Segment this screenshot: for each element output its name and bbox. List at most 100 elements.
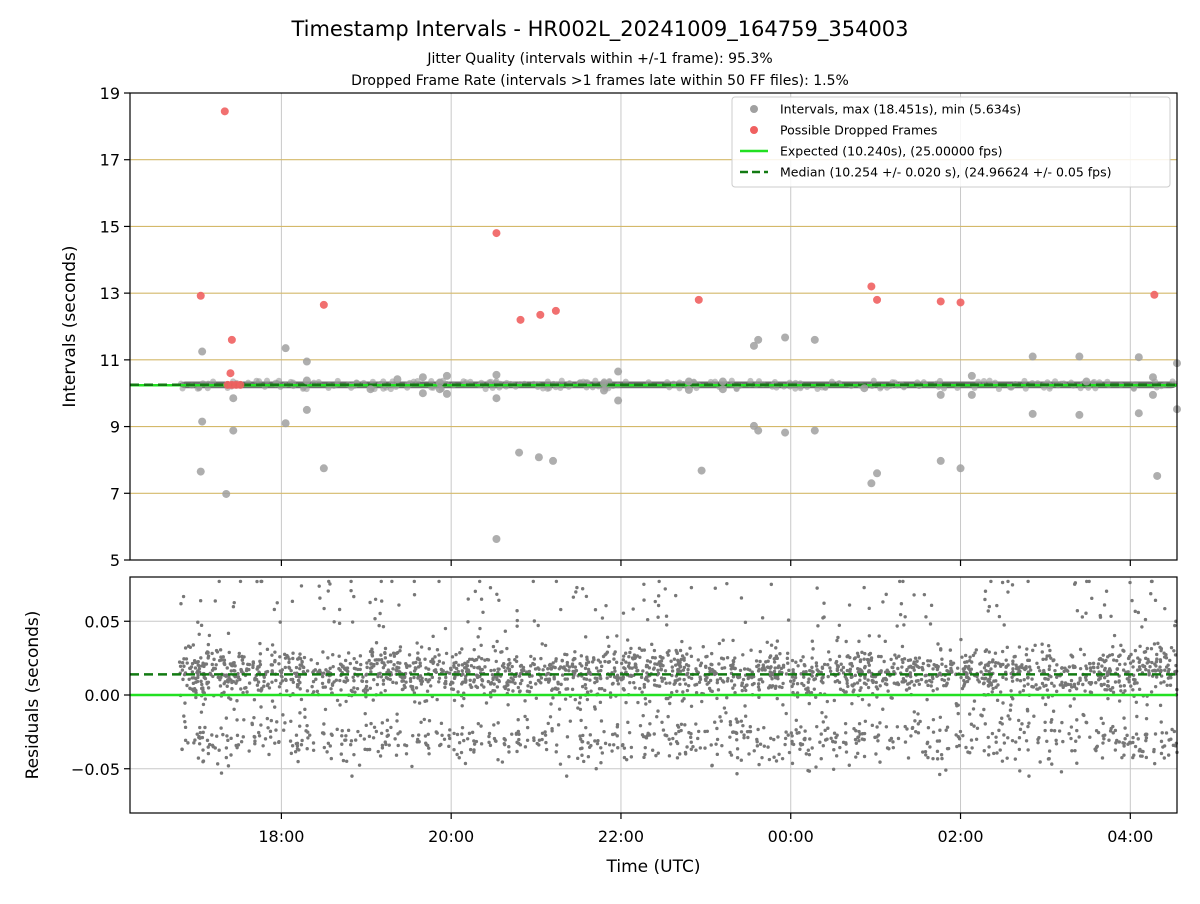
residual-point bbox=[408, 664, 411, 667]
residual-point bbox=[676, 659, 679, 662]
residual-point bbox=[776, 735, 779, 738]
residual-point bbox=[854, 674, 857, 677]
residual-point bbox=[461, 663, 464, 666]
residual-point bbox=[905, 688, 908, 691]
residual-point bbox=[389, 678, 392, 681]
residual-point bbox=[918, 656, 921, 659]
residual-point bbox=[199, 599, 202, 602]
residual-point bbox=[616, 723, 619, 726]
residual-point bbox=[207, 752, 210, 755]
residual-point bbox=[281, 713, 284, 716]
residual-point bbox=[413, 580, 416, 583]
residual-point bbox=[963, 661, 966, 664]
residual-point bbox=[799, 725, 802, 728]
residual-point bbox=[900, 680, 903, 683]
residual-point bbox=[1067, 732, 1070, 735]
residual-point bbox=[635, 669, 638, 672]
residual-point bbox=[469, 683, 472, 686]
residual-point bbox=[273, 741, 276, 744]
residual-point bbox=[1146, 647, 1149, 650]
residual-point bbox=[931, 667, 934, 670]
residual-point bbox=[1133, 679, 1136, 682]
interval-point bbox=[937, 457, 945, 465]
residual-point bbox=[728, 751, 731, 754]
residual-point bbox=[627, 662, 630, 665]
residual-point bbox=[885, 593, 888, 596]
residual-point bbox=[1162, 680, 1165, 683]
residual-point bbox=[602, 730, 605, 733]
residual-point bbox=[461, 681, 464, 684]
residual-point bbox=[350, 774, 353, 777]
residual-point bbox=[994, 735, 997, 738]
residual-point bbox=[581, 587, 584, 590]
residual-point bbox=[829, 670, 832, 673]
interval-point bbox=[754, 427, 762, 435]
residual-point bbox=[626, 721, 629, 724]
residual-point bbox=[1083, 689, 1086, 692]
residual-point bbox=[344, 734, 347, 737]
residual-point bbox=[1006, 590, 1009, 593]
residual-point bbox=[627, 655, 630, 658]
residual-point bbox=[573, 657, 576, 660]
residual-point bbox=[359, 663, 362, 666]
residual-point bbox=[545, 748, 548, 751]
residual-point bbox=[741, 689, 744, 692]
residual-point bbox=[259, 663, 262, 666]
residual-point bbox=[350, 739, 353, 742]
residual-point bbox=[192, 741, 195, 744]
residual-point bbox=[810, 746, 813, 749]
residual-point bbox=[390, 580, 393, 583]
residual-point bbox=[356, 687, 359, 690]
residual-point bbox=[418, 661, 421, 664]
residual-point bbox=[1089, 681, 1092, 684]
residual-point bbox=[541, 732, 544, 735]
residual-point bbox=[279, 682, 282, 685]
residual-point bbox=[226, 685, 229, 688]
residual-point bbox=[1111, 686, 1114, 689]
residual-point bbox=[1123, 742, 1126, 745]
residual-point bbox=[491, 673, 494, 676]
residual-point bbox=[257, 680, 260, 683]
residual-point bbox=[580, 654, 583, 657]
residual-point bbox=[820, 711, 823, 714]
residual-point bbox=[777, 664, 780, 667]
residual-point bbox=[392, 652, 395, 655]
residual-point bbox=[840, 662, 843, 665]
residual-point bbox=[623, 756, 626, 759]
residual-point bbox=[273, 659, 276, 662]
residual-point bbox=[835, 660, 838, 663]
residual-point bbox=[1150, 690, 1153, 693]
residual-point bbox=[1084, 664, 1087, 667]
residual-point bbox=[196, 620, 199, 623]
residual-point bbox=[1145, 703, 1148, 706]
residuals-y-axis-label: Residuals (seconds) bbox=[23, 611, 43, 780]
residual-point bbox=[757, 763, 760, 766]
residual-point bbox=[558, 707, 561, 710]
residual-point bbox=[395, 712, 398, 715]
residual-point bbox=[718, 642, 721, 645]
residual-point bbox=[443, 686, 446, 689]
interval-point bbox=[937, 391, 945, 399]
residual-point bbox=[600, 687, 603, 690]
interval-point bbox=[1075, 353, 1083, 361]
residual-point bbox=[934, 665, 937, 668]
residual-point bbox=[330, 732, 333, 735]
residual-point bbox=[452, 661, 455, 664]
residual-point bbox=[565, 653, 568, 656]
residual-point bbox=[586, 698, 589, 701]
interval-point bbox=[198, 418, 206, 426]
residual-point bbox=[260, 688, 263, 691]
residual-point bbox=[1102, 683, 1105, 686]
residual-point bbox=[201, 663, 204, 666]
residual-point bbox=[206, 739, 209, 742]
residual-point bbox=[269, 735, 272, 738]
residual-point bbox=[460, 647, 463, 650]
residual-point bbox=[866, 678, 869, 681]
residual-point bbox=[685, 745, 688, 748]
residual-point bbox=[379, 754, 382, 757]
residual-point bbox=[645, 736, 648, 739]
residual-point bbox=[850, 676, 853, 679]
residual-point bbox=[857, 739, 860, 742]
residual-point bbox=[216, 762, 219, 765]
residual-point bbox=[207, 643, 210, 646]
